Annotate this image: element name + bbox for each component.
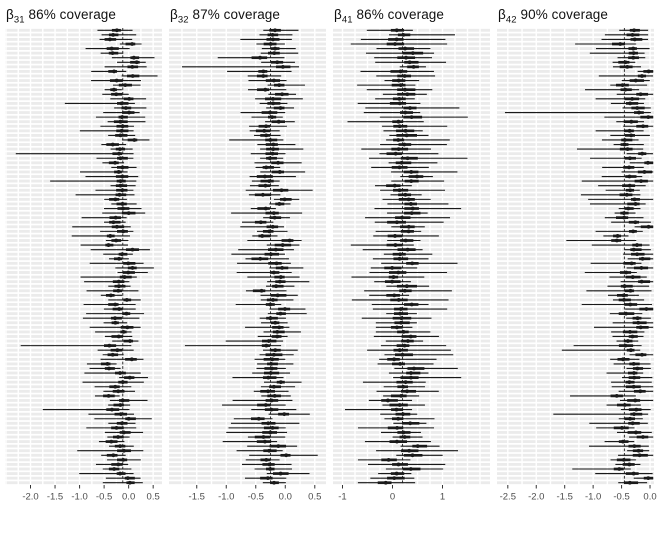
facet-beta42: β42 90% coverage -2.5 -2.0 -1.5 -1.0 -0.5 0.0 [497, 4, 657, 511]
coverage-text: 86% coverage [352, 7, 445, 22]
svg-text:-2.5: -2.5 [500, 492, 516, 503]
beta-symbol: β [170, 7, 178, 22]
beta-symbol: β [334, 7, 342, 22]
svg-text:-1.5: -1.5 [557, 492, 573, 503]
facet-beta32: β32 87% coverage -1.5 -1.0 -0.5 0.0 0.5 [169, 4, 326, 511]
coverage-text: 87% coverage [188, 7, 281, 22]
forest-panel-beta42: -2.5 -2.0 -1.5 -1.0 -0.5 0.0 [497, 28, 657, 503]
facet-row: β31 86% coverage -2.0 -1.5 -1.0 -0.5 0.0 0.5 … [5, 4, 657, 511]
svg-text:0.0: 0.0 [122, 492, 135, 503]
svg-text:-0.5: -0.5 [248, 492, 264, 503]
svg-text:0.0: 0.0 [643, 492, 656, 503]
facet-title-beta32: β32 87% coverage [169, 4, 326, 28]
svg-text:-1.5: -1.5 [189, 492, 205, 503]
facet-title-beta41: β41 86% coverage [333, 4, 490, 28]
beta-symbol: β [498, 7, 506, 22]
facet-title-beta31: β31 86% coverage [5, 4, 162, 28]
beta-subscript: 32 [177, 14, 189, 26]
svg-text:-1.5: -1.5 [47, 492, 63, 503]
svg-text:-1.0: -1.0 [218, 492, 234, 503]
svg-text:0.5: 0.5 [308, 492, 321, 503]
forest-panel-beta31: -2.0 -1.5 -1.0 -0.5 0.0 0.5 [5, 28, 162, 503]
svg-text:-0.5: -0.5 [96, 492, 112, 503]
svg-text:0.5: 0.5 [147, 492, 160, 503]
beta-subscript: 41 [341, 14, 353, 26]
beta-symbol: β [6, 7, 14, 22]
forest-panel-beta41: -1 0 1 [333, 28, 490, 503]
facet-beta41: β41 86% coverage -1 0 1 [333, 4, 490, 511]
svg-text:-2.0: -2.0 [22, 492, 38, 503]
svg-text:-1.0: -1.0 [585, 492, 601, 503]
facet-title-beta42: β42 90% coverage [497, 4, 654, 28]
coverage-text: 90% coverage [516, 7, 609, 22]
beta-subscript: 42 [505, 14, 517, 26]
svg-text:0.0: 0.0 [279, 492, 292, 503]
beta-subscript: 31 [13, 14, 25, 26]
svg-text:-2.0: -2.0 [528, 492, 544, 503]
svg-text:-1.0: -1.0 [71, 492, 87, 503]
svg-text:-0.5: -0.5 [613, 492, 629, 503]
forest-panel-beta32: -1.5 -1.0 -0.5 0.0 0.5 [169, 28, 326, 503]
svg-text:1: 1 [440, 492, 445, 503]
svg-text:-1: -1 [338, 492, 346, 503]
coverage-text: 86% coverage [24, 7, 117, 22]
facet-beta31: β31 86% coverage -2.0 -1.5 -1.0 -0.5 0.0 0.5 [5, 4, 162, 511]
svg-text:0: 0 [390, 492, 395, 503]
